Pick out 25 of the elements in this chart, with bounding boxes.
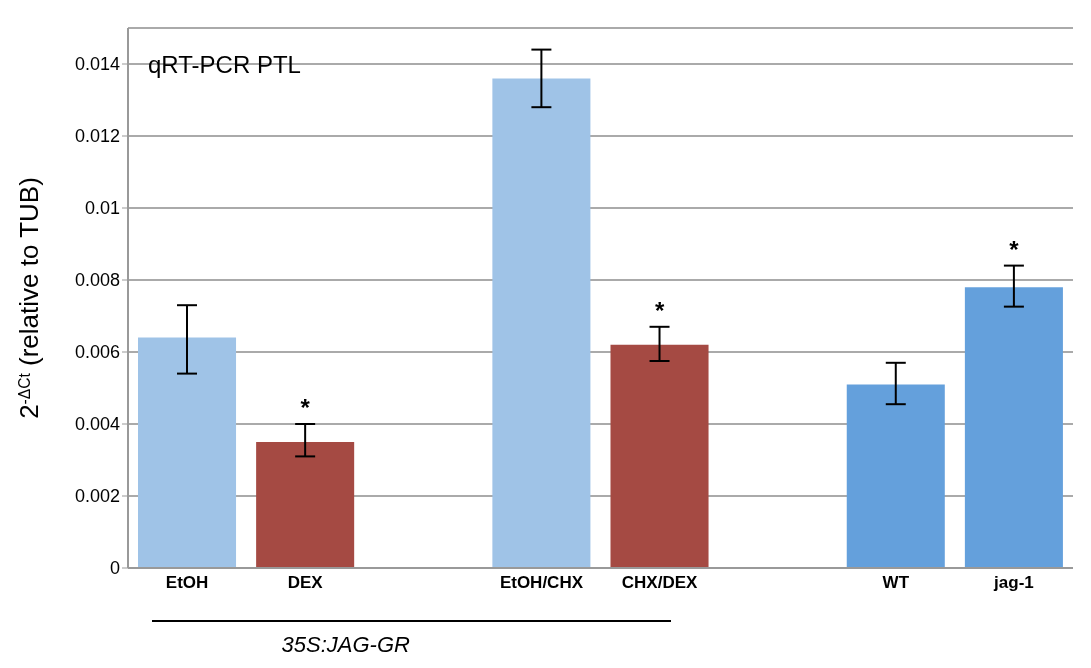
x-tick-label: EtOH/CHX	[499, 573, 584, 593]
bar	[964, 287, 1063, 568]
x-tick-label: WT	[882, 573, 910, 593]
bar	[492, 78, 591, 568]
y-tick-label: 0.004	[74, 414, 120, 435]
x-tick-label: CHX/DEX	[621, 573, 698, 593]
bar	[610, 344, 709, 568]
y-tick-label: 0.008	[74, 270, 120, 291]
bar	[138, 337, 237, 568]
y-tick-label: 0.01	[84, 198, 120, 219]
y-tick-label: 0.012	[74, 126, 120, 147]
y-tick-label: 0.002	[74, 486, 120, 507]
x-tick-label: DEX	[287, 573, 324, 593]
text: qRT-PCR PTL	[148, 51, 301, 78]
annotation: *	[654, 296, 665, 324]
y-tick-label: 0.014	[74, 54, 120, 75]
bar	[256, 442, 355, 568]
annotation: *	[1009, 235, 1020, 263]
y-tick-label: 0.006	[74, 342, 120, 363]
x-tick-label: EtOH	[165, 573, 209, 593]
bar	[846, 384, 945, 568]
annotation: *	[300, 394, 311, 421]
x-tick-label: jag-1	[993, 573, 1034, 593]
text: 35S:JAG-GR	[281, 632, 410, 658]
y-tick-label: 0	[109, 558, 120, 579]
